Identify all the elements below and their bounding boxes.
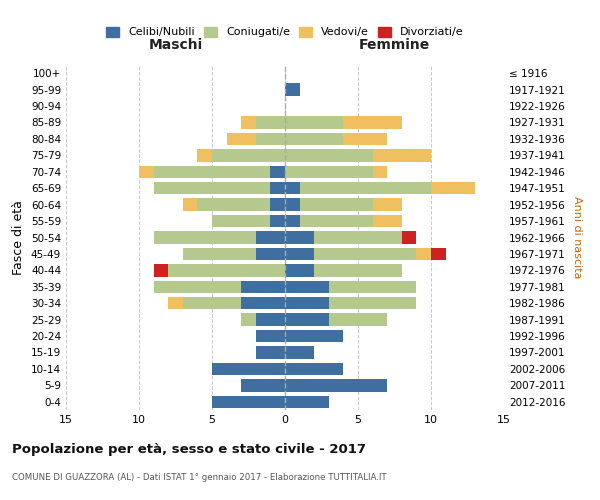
Bar [241,379,285,392]
Bar [373,149,431,162]
Text: COMUNE DI GUAZZORA (AL) - Dati ISTAT 1° gennaio 2017 - Elaborazione TUTTITALIA.I: COMUNE DI GUAZZORA (AL) - Dati ISTAT 1° … [12,472,386,482]
Bar [314,232,402,243]
Bar [256,232,285,243]
Bar [241,314,256,326]
Bar [271,198,285,211]
Bar [168,297,183,310]
Bar [271,182,285,194]
Bar [197,149,212,162]
Bar [241,116,256,128]
Bar [285,314,329,326]
Bar [183,248,256,260]
Bar [256,314,285,326]
Bar [373,215,402,227]
Bar [314,248,416,260]
Bar [431,248,446,260]
Bar [168,264,285,276]
Bar [256,133,285,145]
Bar [183,198,197,211]
Bar [343,116,402,128]
Bar [212,396,285,408]
Bar [285,215,299,227]
Bar [285,363,343,375]
Bar [373,166,387,178]
Bar [285,264,314,276]
Bar [241,280,285,293]
Bar [212,215,271,227]
Bar [212,363,285,375]
Bar [285,84,299,96]
Bar [329,314,387,326]
Text: Maschi: Maschi [148,38,203,52]
Bar [329,280,416,293]
Bar [271,166,285,178]
Bar [285,346,314,358]
Bar [285,166,373,178]
Bar [416,248,431,260]
Bar [154,232,256,243]
Bar [256,330,285,342]
Bar [299,198,373,211]
Bar [241,297,285,310]
Text: Popolazione per età, sesso e stato civile - 2017: Popolazione per età, sesso e stato civil… [12,442,366,456]
Bar [285,297,329,310]
Bar [285,396,329,408]
Legend: Celibi/Nubili, Coniugati/e, Vedovi/e, Divorziati/e: Celibi/Nubili, Coniugati/e, Vedovi/e, Di… [102,22,468,42]
Bar [256,248,285,260]
Bar [299,182,431,194]
Bar [285,133,343,145]
Bar [256,346,285,358]
Bar [285,182,299,194]
Bar [154,264,168,276]
Bar [256,116,285,128]
Bar [285,280,329,293]
Bar [154,280,241,293]
Bar [285,149,373,162]
Bar [285,232,314,243]
Bar [373,198,402,211]
Bar [329,297,416,310]
Bar [154,166,271,178]
Y-axis label: Fasce di età: Fasce di età [13,200,25,275]
Y-axis label: Anni di nascita: Anni di nascita [572,196,582,279]
Bar [183,297,241,310]
Bar [402,232,416,243]
Bar [271,215,285,227]
Bar [285,379,387,392]
Bar [197,198,271,211]
Text: Femmine: Femmine [359,38,430,52]
Bar [431,182,475,194]
Bar [285,330,343,342]
Bar [285,116,343,128]
Bar [314,264,402,276]
Bar [285,248,314,260]
Bar [343,133,387,145]
Bar [285,198,299,211]
Bar [227,133,256,145]
Bar [154,182,271,194]
Bar [212,149,285,162]
Bar [299,215,373,227]
Bar [139,166,154,178]
